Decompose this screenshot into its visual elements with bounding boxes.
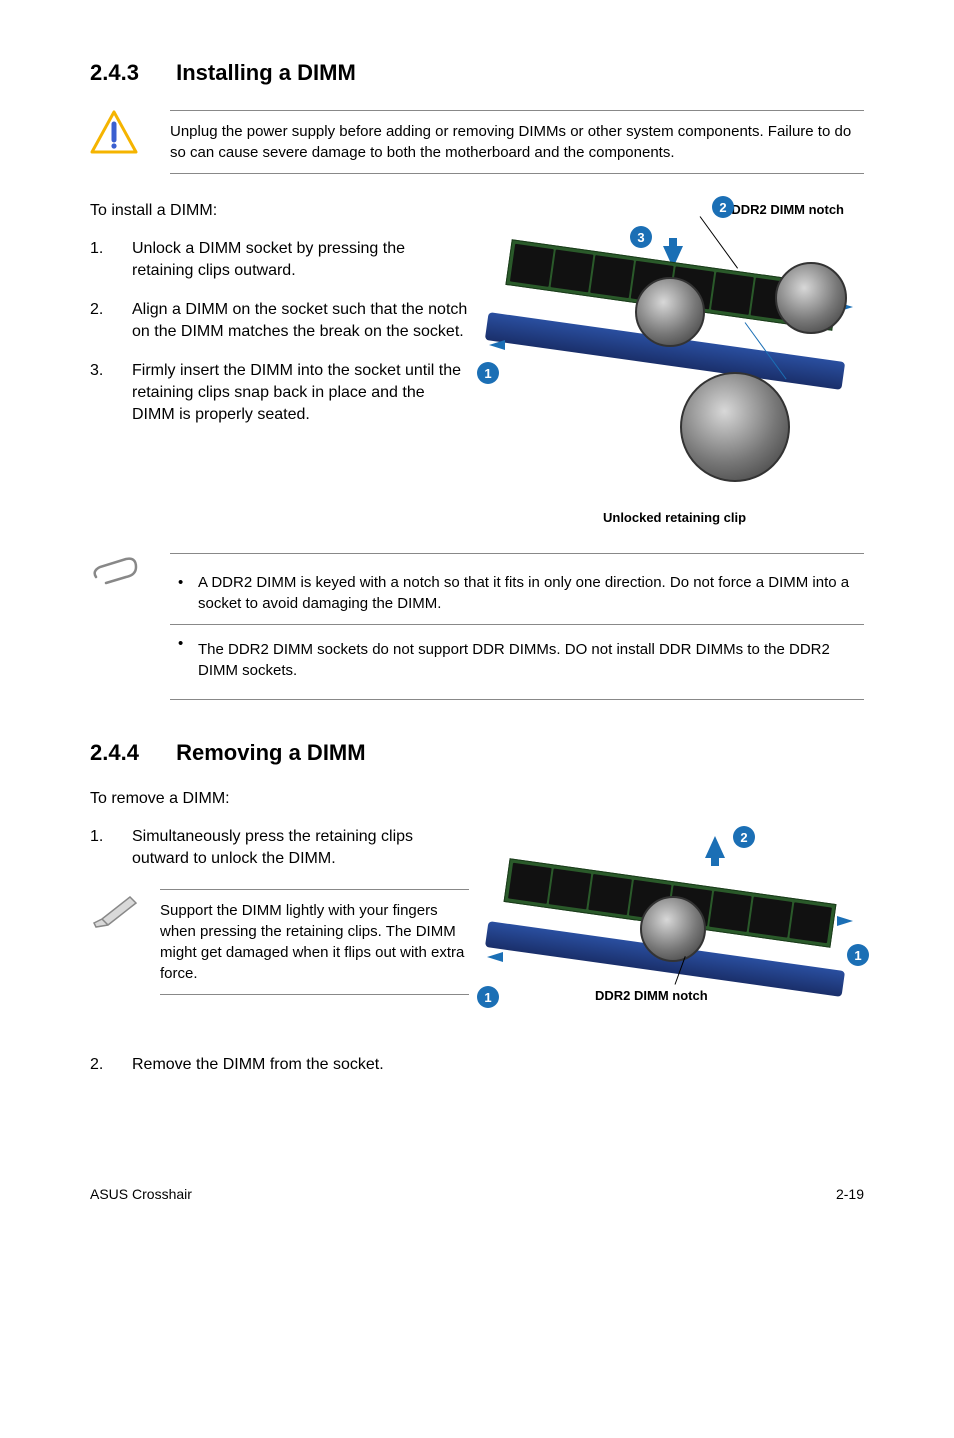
marker-1b: 1 xyxy=(847,944,869,966)
list-item: The DDR2 DIMM sockets do not support DDR… xyxy=(170,633,864,681)
magnifier-clip xyxy=(680,372,790,482)
step-text: Firmly insert the DIMM into the socket u… xyxy=(132,360,469,427)
notes-list: A DDR2 DIMM is keyed with a notch so tha… xyxy=(170,572,864,681)
list-item: 2. Align a DIMM on the socket such that … xyxy=(90,299,469,344)
list-item: 1. Simultaneously press the retaining cl… xyxy=(90,826,469,871)
marker-3: 3 xyxy=(630,226,652,248)
step-number: 1. xyxy=(90,238,132,283)
warning-callout: Unplug the power supply before adding or… xyxy=(90,110,864,174)
tip-callout: Support the DIMM lightly with your finge… xyxy=(90,889,469,995)
section-heading-install: 2.4.3 Installing a DIMM xyxy=(90,60,864,86)
marker-2: 2 xyxy=(733,826,755,848)
step-number: 2. xyxy=(90,1054,132,1076)
list-item: 3. Firmly insert the DIMM into the socke… xyxy=(90,360,469,427)
magnifier-clip-top xyxy=(775,262,847,334)
marker-1: 1 xyxy=(477,362,499,384)
remove-step2-list: 2. Remove the DIMM from the socket. xyxy=(90,1054,864,1076)
section-title: Installing a DIMM xyxy=(176,60,356,85)
remove-step1-list: 1. Simultaneously press the retaining cl… xyxy=(90,826,469,871)
arrow-right-icon xyxy=(837,916,853,926)
warning-text: Unplug the power supply before adding or… xyxy=(170,110,864,174)
notch-label: DDR2 DIMM notch xyxy=(731,202,844,217)
remove-figure: 2 1 1 DDR2 DIMM notch xyxy=(485,826,864,1026)
lead-line xyxy=(700,216,738,268)
install-intro: To install a DIMM: xyxy=(90,202,469,220)
magnifier-notch xyxy=(640,896,706,962)
section-number: 2.4.4 xyxy=(90,740,170,766)
step-number: 2. xyxy=(90,299,132,344)
notes-callout: A DDR2 DIMM is keyed with a notch so tha… xyxy=(90,553,864,700)
section-heading-remove: 2.4.4 Removing a DIMM xyxy=(90,740,864,766)
list-item: A DDR2 DIMM is keyed with a notch so tha… xyxy=(170,572,864,625)
marker-2: 2 xyxy=(712,196,734,218)
warning-icon xyxy=(90,110,170,159)
step-text: Remove the DIMM from the socket. xyxy=(132,1054,864,1076)
clip-label: Unlocked retaining clip xyxy=(485,510,864,525)
pencil-icon xyxy=(90,889,160,934)
step-text: Unlock a DIMM socket by pressing the ret… xyxy=(132,238,469,283)
notch-label: DDR2 DIMM notch xyxy=(595,988,708,1003)
list-item: 1. Unlock a DIMM socket by pressing the … xyxy=(90,238,469,283)
step-text: Align a DIMM on the socket such that the… xyxy=(132,299,469,344)
step-text: Simultaneously press the retaining clips… xyxy=(132,826,469,871)
page-footer: ASUS Crosshair 2-19 xyxy=(90,1186,864,1202)
remove-intro: To remove a DIMM: xyxy=(90,790,864,808)
section-number: 2.4.3 xyxy=(90,60,170,86)
paperclip-icon xyxy=(90,553,170,598)
step-number: 3. xyxy=(90,360,132,427)
up-arrow-icon xyxy=(705,836,725,858)
footer-left: ASUS Crosshair xyxy=(90,1186,192,1202)
section-title: Removing a DIMM xyxy=(176,740,365,765)
tip-text: Support the DIMM lightly with your finge… xyxy=(160,889,469,995)
remove-two-col: 1. Simultaneously press the retaining cl… xyxy=(90,826,864,1026)
install-figure: DDR2 DIMM notch 2 3 1 xyxy=(485,202,864,502)
marker-1: 1 xyxy=(477,986,499,1008)
footer-right: 2-19 xyxy=(836,1186,864,1202)
list-item: 2. Remove the DIMM from the socket. xyxy=(90,1054,864,1076)
arrow-left-icon xyxy=(487,952,503,962)
step-number: 1. xyxy=(90,826,132,871)
install-two-col: To install a DIMM: 1. Unlock a DIMM sock… xyxy=(90,202,864,525)
arrow-left-icon xyxy=(489,340,505,350)
install-steps: 1. Unlock a DIMM socket by pressing the … xyxy=(90,238,469,427)
magnifier-notch xyxy=(635,277,705,347)
